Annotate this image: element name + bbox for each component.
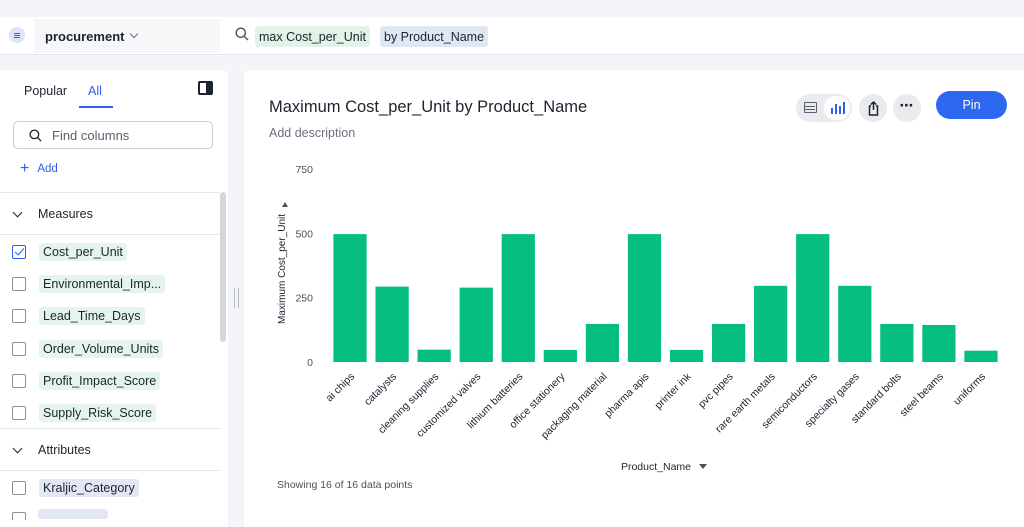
attributes-heading: Attributes xyxy=(38,443,91,457)
bar[interactable] xyxy=(754,285,788,362)
x-axis-menu-icon xyxy=(699,464,707,469)
panel-collapse-icon[interactable] xyxy=(198,81,213,95)
column-item-order-volume-units[interactable]: Order_Volume_Units xyxy=(12,339,164,359)
bar[interactable] xyxy=(711,323,746,362)
answer-card: Maximum Cost_per_Unit by Product_Name Ad… xyxy=(244,70,1024,527)
column-item-kraljic-category[interactable]: Kraljic_Category xyxy=(12,478,139,498)
checkbox[interactable] xyxy=(12,512,26,520)
y-tick-label: 250 xyxy=(295,293,313,305)
column-label: Cost_per_Unit xyxy=(39,243,127,261)
menu-icon[interactable] xyxy=(9,27,25,43)
columns-panel: Popular All Find columns + Add Measures … xyxy=(0,70,228,527)
table-view-icon[interactable] xyxy=(804,102,817,113)
add-description[interactable]: Add description xyxy=(269,126,356,140)
chevron-down-icon xyxy=(12,207,23,217)
x-tick-label: pharma apis xyxy=(602,371,651,420)
data-points-note: Showing 16 of 16 data points xyxy=(277,479,413,491)
checkbox[interactable] xyxy=(12,277,26,291)
checkbox[interactable] xyxy=(12,481,26,495)
bar[interactable] xyxy=(922,324,956,362)
find-columns-placeholder: Find columns xyxy=(52,127,130,143)
search-token-attribute[interactable]: by Product_Name xyxy=(380,26,489,47)
x-tick-label: steel beams xyxy=(898,371,947,420)
checkbox[interactable] xyxy=(12,309,26,323)
column-item-environmental-impact[interactable]: Environmental_Imp... xyxy=(12,274,166,294)
y-axis-label: Maximum Cost_per_Unit xyxy=(277,214,288,324)
column-label: Lead_Time_Days xyxy=(39,307,145,325)
chevron-down-icon xyxy=(12,443,23,453)
divider xyxy=(0,470,220,471)
data-source-name: procurement xyxy=(45,28,125,44)
divider xyxy=(0,192,220,193)
x-tick-label: printer ink xyxy=(653,370,695,412)
column-label: Environmental_Imp... xyxy=(39,275,166,293)
search-token-measure[interactable]: max Cost_per_Unit xyxy=(255,26,370,47)
column-item-cost-per-unit[interactable]: Cost_per_Unit xyxy=(12,242,127,262)
panel-scrollbar[interactable] xyxy=(220,192,226,342)
column-label: Order_Volume_Units xyxy=(39,340,164,358)
more-options-button[interactable]: ⋯ xyxy=(893,94,921,122)
add-column-button[interactable]: + Add xyxy=(20,160,58,177)
bar[interactable] xyxy=(375,286,409,362)
checkbox[interactable] xyxy=(12,406,26,420)
bar[interactable] xyxy=(627,234,662,362)
x-tick-label: ai chips xyxy=(323,371,357,405)
divider xyxy=(0,428,220,429)
active-tab-indicator xyxy=(79,106,113,108)
chart-view-icon[interactable] xyxy=(824,96,850,120)
column-tabs: Popular All xyxy=(0,70,228,110)
plus-icon: + xyxy=(20,160,30,177)
bar[interactable] xyxy=(417,349,451,362)
column-item-lead-time-days[interactable]: Lead_Time_Days xyxy=(12,306,145,326)
top-search-bar: procurement max Cost_per_Unit by Product… xyxy=(0,17,1024,55)
bar[interactable] xyxy=(796,234,830,362)
x-tick-label: catalysts xyxy=(362,371,399,408)
bar[interactable] xyxy=(880,323,914,362)
y-tick-label: 500 xyxy=(295,228,313,240)
column-label: Kraljic_Category xyxy=(39,479,139,497)
bar[interactable] xyxy=(585,323,620,362)
column-item-partial[interactable] xyxy=(38,509,108,519)
y-tick-label: 0 xyxy=(307,357,313,369)
x-axis-label: Product_Name xyxy=(621,461,691,473)
checkbox[interactable] xyxy=(12,342,26,356)
add-label: Add xyxy=(37,163,58,175)
column-label: Profit_Impact_Score xyxy=(39,372,161,390)
x-tick-label: uniforms xyxy=(951,371,988,408)
tab-all[interactable]: All xyxy=(88,84,102,98)
data-source-selector[interactable]: procurement xyxy=(34,19,220,53)
search-icon xyxy=(29,129,42,142)
measures-heading: Measures xyxy=(38,207,93,221)
x-tick-label: pvc pipes xyxy=(696,371,736,411)
bar[interactable] xyxy=(669,349,704,362)
column-item-profit-impact-score[interactable]: Profit_Impact_Score xyxy=(12,371,161,391)
bar[interactable] xyxy=(838,285,872,362)
checkbox-checked[interactable] xyxy=(12,245,26,259)
y-axis-menu-icon xyxy=(282,202,288,207)
column-label: Supply_Risk_Score xyxy=(39,404,157,422)
share-button[interactable] xyxy=(859,94,887,122)
checkbox[interactable] xyxy=(12,374,26,388)
y-tick-label: 750 xyxy=(295,164,313,176)
panel-resize-handle[interactable] xyxy=(234,288,239,308)
tab-popular[interactable]: Popular xyxy=(24,84,68,98)
search-icon xyxy=(235,27,249,41)
bar[interactable] xyxy=(459,287,493,362)
share-icon xyxy=(868,100,878,116)
chart-title[interactable]: Maximum Cost_per_Unit by Product_Name xyxy=(269,98,588,116)
divider xyxy=(0,234,220,235)
visualization-toggle xyxy=(796,94,852,122)
find-columns-input[interactable]: Find columns xyxy=(13,121,213,149)
chevron-down-icon xyxy=(130,29,139,39)
column-item-supply-risk-score[interactable]: Supply_Risk_Score xyxy=(12,403,157,423)
measures-section-toggle[interactable]: Measures xyxy=(12,207,93,221)
bar[interactable] xyxy=(964,350,998,362)
bar[interactable] xyxy=(501,234,535,362)
bar[interactable] xyxy=(543,349,577,362)
bar[interactable] xyxy=(333,234,367,362)
pin-button[interactable]: Pin xyxy=(936,91,1007,119)
attributes-section-toggle[interactable]: Attributes xyxy=(12,443,91,457)
